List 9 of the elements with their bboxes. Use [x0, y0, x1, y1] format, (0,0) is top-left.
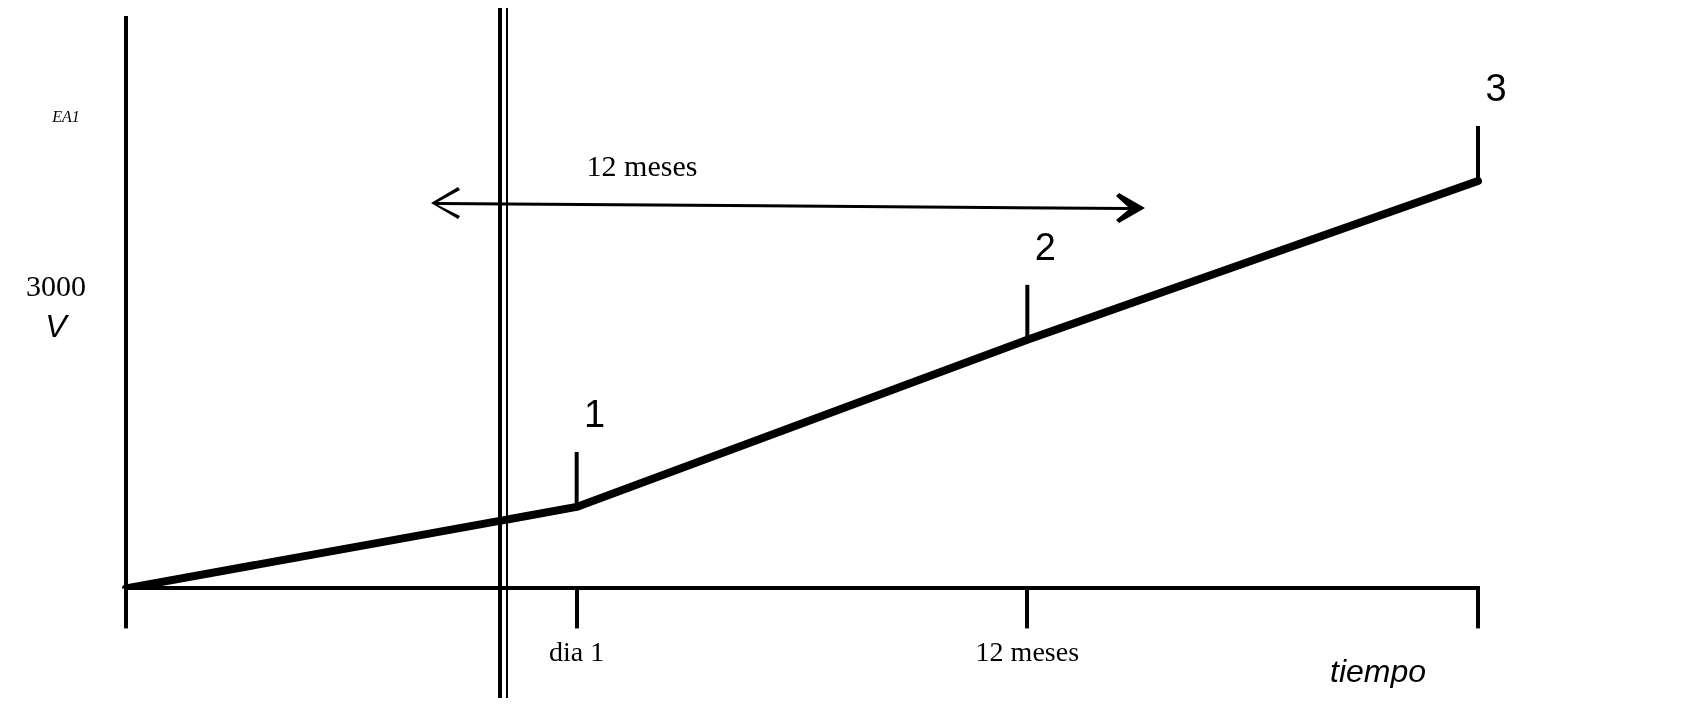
annotation: 2: [1034, 226, 1056, 269]
annotation: 12 meses: [586, 148, 698, 182]
x-axis-title: tiempo: [1329, 653, 1427, 690]
text: 3: [1485, 67, 1507, 110]
x-tick-label: dia 1: [549, 635, 605, 667]
annotation: 1: [584, 393, 606, 436]
text: 3000: [26, 268, 86, 302]
text: EA1: [51, 108, 80, 126]
y-axis-title: V: [45, 307, 70, 344]
